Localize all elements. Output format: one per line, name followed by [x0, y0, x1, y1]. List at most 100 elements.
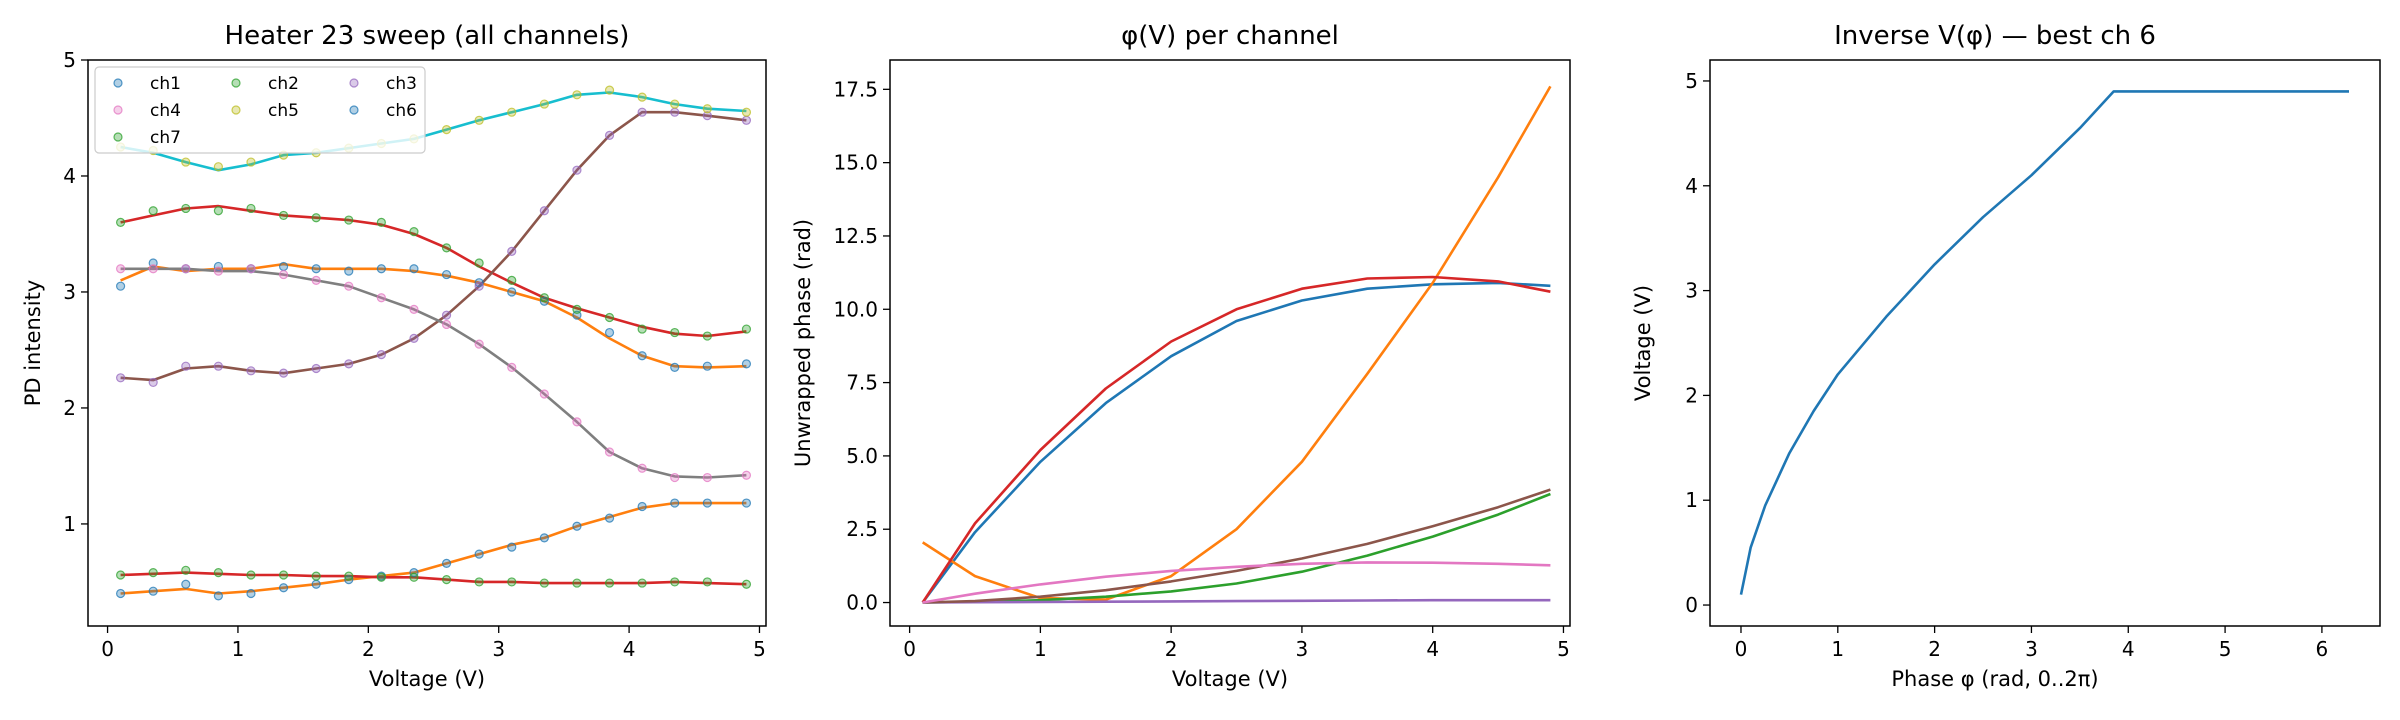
data-point-ch4 — [741, 470, 752, 480]
x-tick-label: 0 — [1735, 637, 1748, 661]
data-point-ch5 — [474, 115, 484, 125]
x-tick-label: 2 — [1928, 637, 1941, 661]
data-point-ch1 — [409, 264, 419, 274]
data-point-ch3 — [572, 165, 582, 175]
data-point-ch7 — [213, 568, 223, 578]
data-points — [115, 85, 752, 601]
series-line-6 — [922, 561, 1551, 604]
panel-heater-sweep: Heater 23 sweep (all channels) Voltage (… — [21, 21, 767, 691]
data-point-ch3 — [311, 363, 321, 374]
data-point-ch5 — [213, 162, 223, 172]
data-point-ch4 — [441, 319, 452, 330]
x-tick-label: 1 — [232, 637, 245, 661]
fit-line — [120, 91, 747, 172]
y-tick-label: 5 — [63, 48, 76, 72]
data-point-ch6 — [181, 579, 191, 589]
data-point-ch2 — [148, 206, 158, 216]
data-point-ch2 — [670, 327, 680, 338]
x-tick-label: 5 — [1557, 637, 1570, 661]
legend-label-ch2: ch2 — [268, 74, 299, 94]
data-point-ch2 — [246, 203, 256, 214]
y-tick-label: 4 — [1685, 174, 1698, 198]
data-point-ch3 — [246, 366, 256, 376]
data-point-ch2 — [604, 312, 615, 323]
chart-title: φ(V) per channel — [1121, 21, 1339, 51]
data-point-ch7 — [702, 577, 712, 587]
x-axis-label: Voltage (V) — [369, 667, 485, 691]
data-point-ch6 — [604, 513, 615, 523]
series-line-4 — [922, 598, 1551, 604]
data-point-ch5 — [702, 104, 712, 114]
data-point-ch4 — [507, 362, 517, 372]
data-point-ch6 — [572, 521, 582, 531]
legend: ch1 ch2 ch3 ch4 ch5 ch6 ch7 — [94, 66, 426, 154]
data-point-ch7 — [278, 570, 289, 580]
y-tick-label: 2 — [1685, 383, 1698, 407]
x-tick-label: 2 — [1165, 637, 1178, 661]
legend-marker-ch5 — [231, 105, 241, 115]
data-point-ch6 — [278, 583, 289, 593]
y-axis-label: Voltage (V) — [1631, 285, 1655, 401]
x-tick-label: 0 — [903, 637, 916, 661]
data-point-ch1 — [702, 361, 712, 371]
fit-line — [120, 267, 747, 479]
fit-line — [120, 110, 747, 382]
data-point-ch1 — [507, 287, 517, 297]
data-point-ch4 — [278, 269, 289, 280]
x-tick-label: 4 — [623, 637, 636, 661]
data-point-ch4 — [311, 275, 321, 285]
legend-label-ch1: ch1 — [150, 74, 181, 94]
y-tick-label: 0 — [1685, 593, 1698, 617]
data-point-ch1 — [311, 264, 321, 274]
data-point-ch6 — [507, 542, 517, 552]
data-point-ch7 — [572, 578, 582, 588]
y-tick-label: 15.0 — [833, 151, 878, 175]
data-point-ch6 — [115, 588, 126, 599]
x-tick-label: 4 — [2122, 637, 2135, 661]
plot-frame — [1709, 59, 2381, 627]
data-point-ch2 — [572, 304, 582, 314]
plot-frame — [87, 59, 767, 627]
data-point-ch4 — [539, 389, 549, 399]
data-point-ch3 — [539, 206, 549, 216]
data-point-ch3 — [115, 373, 126, 383]
data-point-ch4 — [637, 463, 647, 473]
series-line-3 — [921, 275, 1551, 604]
data-point-ch3 — [474, 281, 484, 291]
data-point-ch6 — [311, 579, 321, 589]
fit-line — [120, 571, 747, 586]
x-tick-label: 3 — [492, 637, 505, 661]
legend-marker-ch7 — [113, 132, 123, 142]
legend-label-ch4: ch4 — [150, 101, 181, 121]
data-point-ch2 — [741, 324, 752, 334]
data-point-ch3 — [604, 130, 615, 140]
data-point-ch7 — [507, 577, 517, 587]
fit-line — [120, 204, 747, 338]
y-tick-label: 7.5 — [846, 371, 878, 395]
data-point-ch3 — [741, 115, 752, 125]
data-point-ch7 — [441, 575, 452, 585]
data-point-ch6 — [441, 558, 452, 568]
data-point-ch3 — [670, 107, 680, 117]
data-point-ch4 — [213, 266, 223, 276]
legend-label-ch5: ch5 — [268, 101, 299, 121]
data-point-ch1 — [376, 264, 386, 274]
x-tick-label: 5 — [2219, 637, 2232, 661]
legend-marker-ch3 — [349, 78, 359, 88]
data-point-ch1 — [278, 261, 289, 272]
axis-ticks: 0 1 2 3 4 5 6 0 1 2 3 4 5 — [1685, 69, 2328, 661]
data-lines — [921, 85, 1552, 604]
data-point-ch1 — [115, 281, 126, 291]
data-point-ch2 — [181, 203, 191, 214]
data-point-ch6 — [741, 498, 752, 508]
plot-frame — [889, 59, 1571, 627]
y-tick-label: 3 — [63, 280, 76, 304]
x-tick-label: 0 — [101, 637, 114, 661]
data-point-ch1 — [670, 362, 680, 372]
data-point-ch4 — [246, 264, 256, 274]
series-line-2 — [922, 492, 1551, 604]
data-point-ch2 — [115, 217, 126, 227]
y-axis-label: PD intensity — [21, 280, 45, 407]
chart-title: Heater 23 sweep (all channels) — [225, 21, 630, 51]
legend-label-ch7: ch7 — [150, 128, 181, 148]
